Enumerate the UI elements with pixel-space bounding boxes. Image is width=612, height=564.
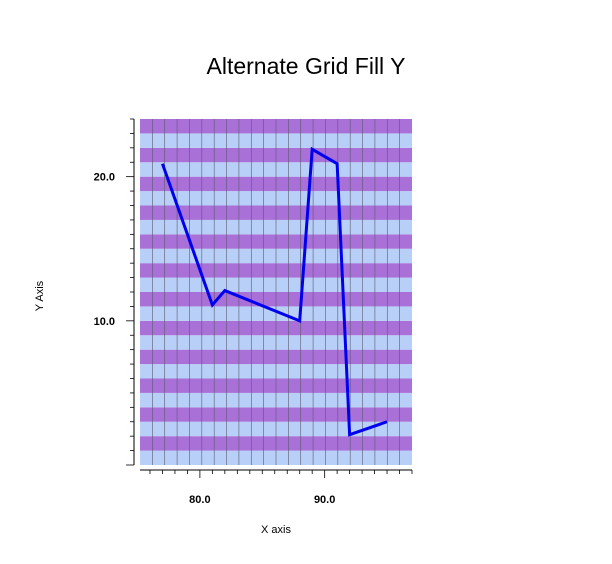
tick-labels: 80.0 90.0 10.0 20.0 [94, 172, 336, 506]
series-line [161, 146, 388, 437]
axes [126, 118, 413, 478]
x-tick-label: 80.0 [189, 494, 210, 506]
y-tick-label: 10.0 [94, 316, 115, 328]
chart-title: Alternate Grid Fill Y [207, 53, 406, 79]
grid-lines [152, 119, 400, 465]
y-axis-label: Y Axis [34, 280, 46, 311]
y-tick-label: 20.0 [94, 172, 115, 184]
x-axis-label: X axis [261, 524, 291, 536]
series-group [161, 146, 388, 437]
x-tick-label: 90.0 [314, 494, 335, 506]
